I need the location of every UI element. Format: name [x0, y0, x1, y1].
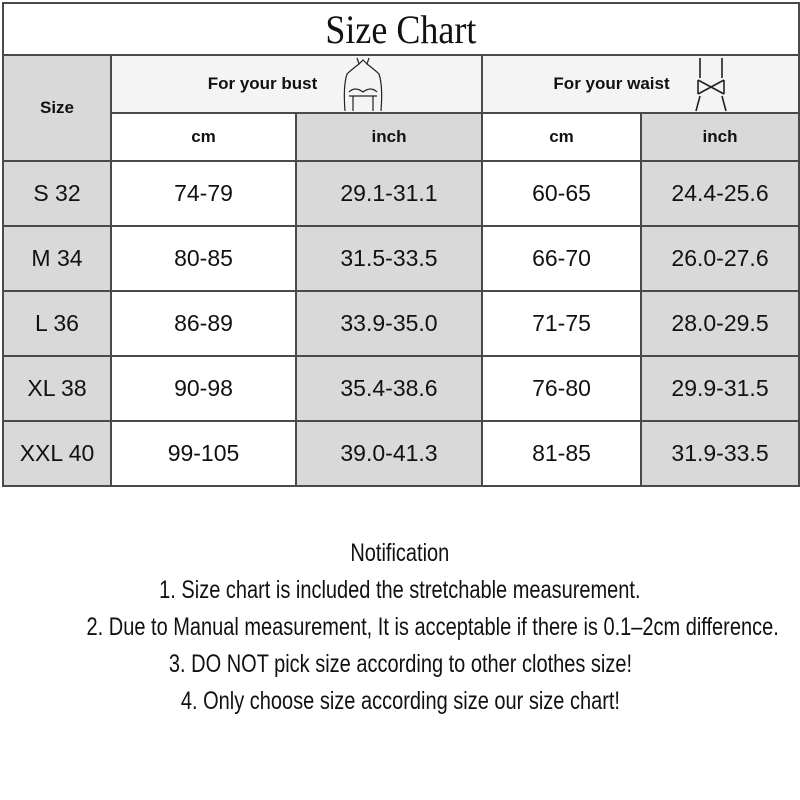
cell-size: XXL 40	[2, 420, 112, 487]
table-row: XL 38 90-98 35.4-38.6 76-80 29.9-31.5	[2, 355, 800, 422]
size-chart-table: Size Chart Size For your bust For your w…	[1, 2, 800, 487]
table-row: XXL 40 99-105 39.0-41.3 81-85 31.9-33.5	[2, 420, 800, 487]
notification: Notification 1. Size chart is included t…	[0, 535, 800, 720]
unit-header-bust-cm: cm	[110, 112, 297, 162]
cell-waist-inch: 28.0-29.5	[639, 290, 800, 357]
cell-bust-inch: 35.4-38.6	[295, 355, 483, 422]
cell-size: L 36	[2, 290, 112, 357]
notification-line: 2. Due to Manual measurement, It is acce…	[86, 613, 779, 641]
bust-figure-icon	[344, 57, 383, 112]
cell-bust-inch: 29.1-31.1	[295, 160, 483, 227]
unit-header-waist-inch: inch	[639, 112, 800, 162]
notification-line: 4. Only choose size according size our s…	[180, 687, 620, 715]
cell-waist-cm: 81-85	[481, 420, 642, 487]
cell-bust-cm: 74-79	[110, 160, 297, 227]
cell-bust-inch: 31.5-33.5	[295, 225, 483, 292]
cell-bust-cm: 80-85	[110, 225, 297, 292]
cell-waist-inch: 24.4-25.6	[639, 160, 800, 227]
cell-waist-inch: 29.9-31.5	[639, 355, 800, 422]
cell-size: S 32	[2, 160, 112, 227]
cell-waist-inch: 26.0-27.6	[639, 225, 800, 292]
cell-waist-cm: 71-75	[481, 290, 642, 357]
bust-label: For your bust	[207, 74, 318, 93]
notification-line: 1. Size chart is included the stretchabl…	[159, 576, 641, 604]
page-title: Size Chart	[1, 2, 800, 56]
cell-bust-cm: 86-89	[110, 290, 297, 357]
unit-header-waist-cm: cm	[481, 112, 642, 162]
table-row: L 36 86-89 33.9-35.0 71-75 28.0-29.5	[2, 290, 800, 357]
cell-size: XL 38	[2, 355, 112, 422]
cell-waist-inch: 31.9-33.5	[639, 420, 800, 487]
cell-bust-cm: 99-105	[110, 420, 297, 487]
notification-heading: Notification	[350, 539, 450, 567]
cell-bust-inch: 39.0-41.3	[295, 420, 483, 487]
cell-size: M 34	[2, 225, 112, 292]
waist-figure-icon	[694, 58, 727, 112]
bust-header: For your bust	[110, 54, 483, 114]
cell-waist-cm: 66-70	[481, 225, 642, 292]
waist-label: For your waist	[553, 74, 670, 93]
cell-waist-cm: 76-80	[481, 355, 642, 422]
notification-line: 3. DO NOT pick size according to other c…	[168, 650, 632, 678]
table-row: M 34 80-85 31.5-33.5 66-70 26.0-27.6	[2, 225, 800, 292]
size-header: Size	[2, 54, 112, 162]
unit-header-bust-inch: inch	[295, 112, 483, 162]
waist-header: For your waist	[480, 54, 800, 114]
cell-waist-cm: 60-65	[481, 160, 642, 227]
table-row: S 32 74-79 29.1-31.1 60-65 24.4-25.6	[2, 160, 800, 227]
cell-bust-inch: 33.9-35.0	[295, 290, 483, 357]
cell-bust-cm: 90-98	[110, 355, 297, 422]
